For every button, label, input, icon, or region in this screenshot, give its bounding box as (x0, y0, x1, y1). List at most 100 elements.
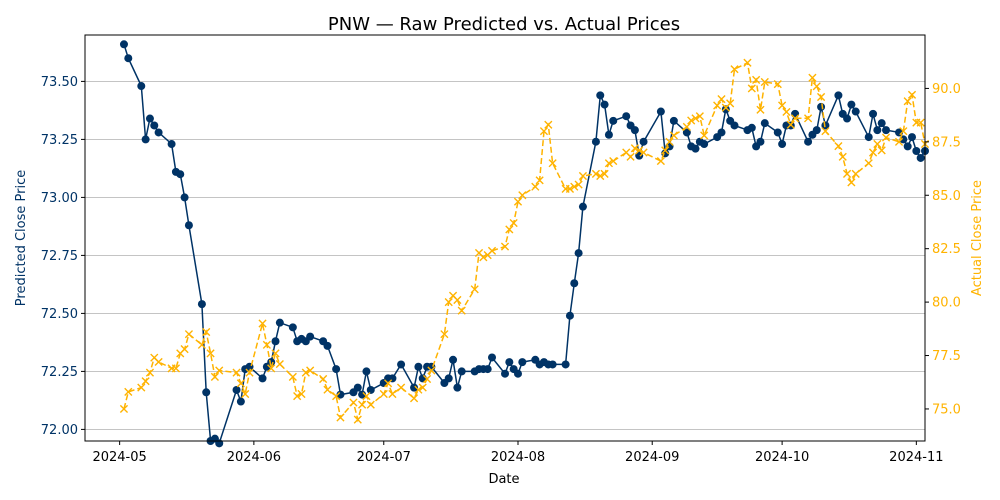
predicted-point (791, 109, 800, 118)
actual-point (422, 374, 432, 384)
actual-point (379, 389, 388, 399)
predicted-point (691, 144, 700, 153)
predicted-point (150, 121, 159, 130)
predicted-point (501, 369, 509, 378)
predicted-point (812, 126, 821, 135)
y-tick-label-left: 72.00 (41, 423, 78, 438)
actual-point (202, 327, 211, 337)
actual-point (630, 144, 639, 153)
actual-point (899, 127, 908, 136)
actual-point (275, 359, 284, 369)
actual-point (782, 107, 791, 117)
predicted-point (366, 385, 375, 394)
predicted-point (656, 107, 665, 116)
predicted-point (873, 126, 882, 135)
predicted-point (145, 114, 154, 123)
x-tick-label: 2024-09 (625, 450, 679, 465)
y-tick-label-right: 75.0 (932, 402, 961, 417)
predicted-point (574, 249, 583, 258)
predicted-point (908, 133, 917, 142)
predicted-point (548, 360, 557, 369)
predicted-point (271, 337, 280, 346)
predicted-point (877, 119, 886, 128)
y-tick-label-right: 87.5 (932, 135, 961, 150)
actual-point (323, 385, 332, 394)
predicted-point (864, 133, 873, 142)
actual-point (821, 127, 830, 136)
predicted-point (882, 126, 891, 135)
y-axis-left: 72.00 72.25 72.50 72.75 73.00 73.25 73.50 (41, 75, 85, 438)
actual-point (301, 368, 310, 377)
x-tick-label: 2024-07 (357, 450, 411, 465)
predicted-point (141, 135, 150, 144)
actual-point (578, 171, 588, 181)
predicted-point (197, 300, 206, 309)
actual-point (509, 218, 518, 228)
actual-point (842, 169, 852, 178)
predicted-point (604, 130, 613, 139)
actual-point (124, 387, 133, 396)
actual-point (513, 197, 523, 206)
actual-point (418, 383, 427, 392)
actual-point (119, 404, 129, 414)
actual-point (661, 146, 670, 155)
y-tick-label-left: 73.50 (41, 75, 78, 90)
predicted-line (123, 44, 926, 445)
y-axis-title-left: Predicted Close Price (14, 170, 29, 306)
predicted-point (358, 390, 367, 399)
predicted-point (600, 100, 609, 109)
predicted-point (596, 91, 605, 100)
actual-point (444, 298, 453, 307)
actual-point (726, 99, 735, 108)
predicted-point (843, 114, 852, 123)
actual-point (752, 75, 761, 84)
actual-point (197, 340, 207, 349)
actual-point (306, 366, 315, 375)
actual-point (297, 389, 306, 399)
predicted-point (773, 128, 782, 137)
actual-point (271, 349, 280, 358)
y-tick-label-right: 85.0 (932, 189, 961, 204)
predicted-point (449, 355, 458, 364)
actual-point (366, 400, 375, 409)
predicted-point (332, 365, 341, 374)
actual-point (609, 156, 618, 166)
predicted-point (817, 102, 826, 111)
actual-point (838, 152, 847, 161)
series-layer (119, 40, 930, 448)
actual-point (665, 137, 674, 146)
predicted-point (180, 193, 189, 202)
predicted-point (232, 385, 241, 394)
actual-point (687, 116, 696, 125)
actual-point (881, 133, 891, 142)
y-tick-label-left: 73.25 (41, 133, 78, 148)
predicted-point (505, 358, 514, 367)
actual-point (184, 330, 194, 339)
actual-point (236, 379, 245, 388)
actual-point (479, 253, 488, 262)
predicted-point (306, 332, 315, 341)
chart-title: PNW — Raw Predicted vs. Actual Prices (328, 14, 680, 35)
actual-point (760, 77, 769, 87)
x-tick-label: 2024-08 (491, 450, 545, 465)
y-tick-label-left: 73.00 (41, 191, 78, 206)
actual-point (756, 105, 765, 114)
predicted-point (760, 119, 769, 128)
predicted-point (639, 137, 648, 146)
actual-point (877, 146, 886, 155)
actual-point (868, 148, 878, 157)
actual-point (894, 137, 904, 146)
actual-point (847, 178, 856, 187)
predicted-point (700, 140, 709, 149)
actual-point (773, 80, 782, 89)
actual-point (180, 345, 189, 354)
actual-point (591, 169, 601, 178)
y-tick-label-right: 77.5 (932, 349, 961, 364)
y-tick-label-left: 72.25 (41, 365, 78, 380)
actual-point (171, 364, 181, 373)
predicted-point (353, 383, 362, 392)
actual-point (596, 171, 605, 181)
actual-point (669, 131, 678, 140)
actual-point (141, 377, 150, 386)
